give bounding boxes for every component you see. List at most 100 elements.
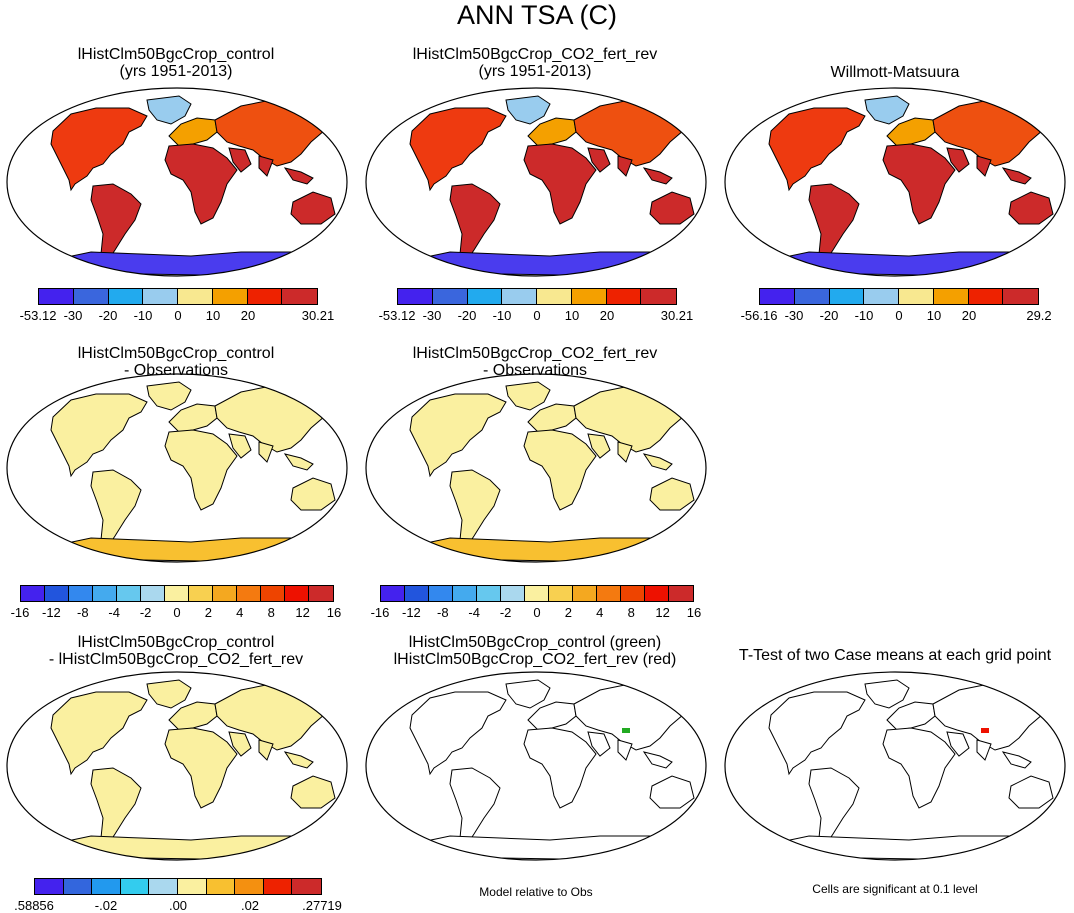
- colorbar-swatch: [405, 586, 429, 601]
- colorbar-swatch: [263, 879, 293, 894]
- colorbar-swatch: [212, 289, 248, 304]
- colorbar-swatch: [189, 586, 213, 601]
- land-region: [649, 775, 695, 809]
- panel-title-line2: (yrs 1951-2013): [478, 63, 592, 80]
- land-region: [642, 167, 673, 185]
- land-region: [886, 701, 936, 731]
- land-region: [146, 679, 192, 709]
- colorbar-swatch: [247, 289, 283, 304]
- colorbar-tick-label: -10: [492, 308, 512, 323]
- colorbar-tick-label: -4: [108, 605, 120, 620]
- land-region: [886, 117, 936, 147]
- colorbar-swatch: [73, 289, 109, 304]
- colorbar-swatch: [571, 289, 607, 304]
- map-case-difference: [1, 668, 353, 863]
- map-observations: [719, 84, 1071, 279]
- land-region: [527, 117, 577, 147]
- land-region: [410, 251, 683, 276]
- colorbar-tick-label: 2: [564, 605, 573, 620]
- panel-title-line1: lHistClm50BgcCrop_CO2_fert_rev: [412, 46, 658, 63]
- colorbar-swatch: [899, 289, 934, 304]
- colorbar-swatches: [759, 288, 1039, 305]
- colorbar-swatch: [149, 879, 178, 894]
- colorbar-tick-label: 12: [295, 605, 310, 620]
- panel-title-co2-fert: lHistClm50BgcCrop_CO2_fert_rev (yrs 1951…: [359, 46, 711, 80]
- map-border: [365, 671, 707, 861]
- colorbar-tick-label: .27719: [302, 898, 342, 913]
- land-region: [882, 143, 956, 225]
- colorbar-tick-label: 0: [533, 605, 541, 620]
- map-border: [724, 87, 1066, 277]
- colorbar-swatch: [237, 586, 261, 601]
- note-significance: Cells are significant at 0.1 level: [812, 882, 978, 896]
- colorbar-tick-label: 10: [564, 308, 580, 323]
- colorbar-swatch: [39, 289, 74, 304]
- land-region: [1008, 191, 1054, 225]
- land-region: [90, 183, 142, 263]
- land-region: [768, 691, 866, 776]
- colorbar-tick-label: 0: [533, 308, 541, 323]
- colorbar-swatch: [120, 879, 150, 894]
- colorbar-swatch: [177, 879, 207, 894]
- land-region: [290, 477, 336, 511]
- colorbar-swatch: [537, 289, 572, 304]
- panel-title-line2: lHistClm50BgcCrop_CO2_fert_rev (red): [393, 651, 677, 668]
- colorbar-tick-label: 30.21: [301, 308, 335, 323]
- colorbar-tick-label: -12: [401, 605, 421, 620]
- land-region: [164, 143, 238, 225]
- colorbar-swatch: [621, 586, 645, 601]
- land-region: [228, 433, 274, 463]
- colorbar-swatches: [380, 585, 694, 602]
- panel-title-line1: lHistClm50BgcCrop_CO2_fert_rev: [412, 345, 658, 362]
- colorbar-swatch: [213, 586, 237, 601]
- colorbar-swatch: [597, 586, 621, 601]
- panel-title-control: lHistClm50BgcCrop_control (yrs 1951-2013…: [0, 46, 352, 80]
- colorbar-tick-label: -16: [370, 605, 390, 620]
- land-region: [505, 381, 551, 411]
- colorbar-tick-label: -4: [468, 605, 480, 620]
- land-region: [642, 453, 673, 471]
- map-border: [6, 671, 348, 861]
- colorbar-tick-label: 20: [961, 308, 977, 323]
- colorbar-swatch: [21, 586, 45, 601]
- land-region: [228, 147, 274, 177]
- colorbar-swatch: [285, 586, 309, 601]
- panel-title-line1: lHistClm50BgcCrop_control: [77, 345, 275, 362]
- colorbar-swatch: [432, 289, 468, 304]
- land-region: [51, 251, 324, 276]
- colorbar-swatch: [235, 879, 264, 894]
- map-co2-fert: [360, 84, 712, 279]
- land-region: [523, 143, 597, 225]
- land-region: [51, 835, 324, 860]
- land-region: [283, 751, 314, 769]
- colorbar-swatch: [573, 586, 597, 601]
- colorbar-swatch: [525, 586, 549, 601]
- land-region: [1008, 775, 1054, 809]
- panel-title-observations: Willmott-Matsuura: [719, 64, 1071, 81]
- colorbar-tick-label: -53.12: [378, 308, 416, 323]
- colorbar-tick-label: 4: [596, 605, 604, 620]
- colorbar-swatch: [429, 586, 453, 601]
- colorbar-tick-label: -16: [10, 605, 30, 620]
- colorbar-tick-label: 30.21: [660, 308, 694, 323]
- panel-title-line1: Willmott-Matsuura: [830, 64, 960, 81]
- land-region: [1001, 167, 1032, 185]
- land-region: [649, 477, 695, 511]
- colorbar-swatch: [641, 289, 676, 304]
- colorbar-swatch: [794, 289, 830, 304]
- colorbar-swatch: [108, 289, 144, 304]
- colorbar-swatch: [292, 879, 321, 894]
- land-region: [769, 835, 1042, 860]
- colorbar-tick-label: -12: [41, 605, 61, 620]
- land-region: [587, 147, 633, 177]
- colorbar-tick-label: 20: [599, 308, 615, 323]
- map-overlay: [360, 668, 712, 863]
- land-region: [587, 731, 633, 761]
- colorbar-tick-label: 16: [326, 605, 342, 620]
- note-model-relative: Model relative to Obs: [479, 885, 593, 899]
- land-region: [409, 691, 507, 776]
- colorbar-tick-label: -30: [63, 308, 83, 323]
- colorbar-tick-label: 10: [926, 308, 942, 323]
- land-region: [90, 469, 142, 549]
- land-region: [1001, 751, 1032, 769]
